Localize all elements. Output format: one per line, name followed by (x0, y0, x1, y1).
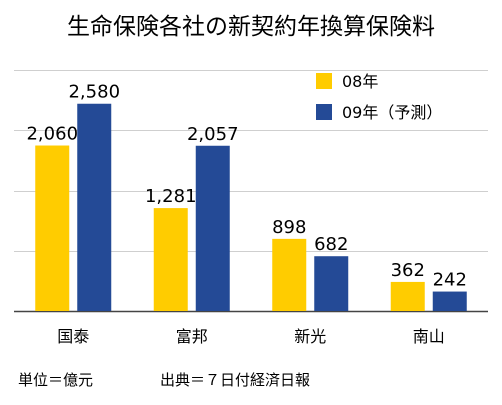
legend-label: 08年 (342, 72, 378, 91)
x-tick-label: 南山 (413, 327, 445, 346)
data-label: 2,060 (26, 124, 78, 145)
legend: 08年 09年（予測） (316, 72, 442, 122)
legend-label: 09年（予測） (342, 103, 442, 122)
data-label: 1,281 (145, 186, 197, 207)
legend-swatch (316, 73, 332, 89)
bar-南山-1 (432, 291, 467, 311)
legend-swatch (316, 104, 332, 120)
source-note: 出典＝７日付経済日報 (160, 371, 310, 389)
bar-富邦-1 (195, 145, 230, 311)
data-label: 2,057 (187, 124, 239, 145)
x-tick-labels: 国泰 富邦 新光 南山 (57, 327, 445, 346)
data-label: 2,580 (68, 82, 120, 103)
bar-新光-1 (314, 256, 349, 311)
data-label: 362 (391, 260, 425, 281)
bar-富邦-0 (153, 208, 188, 311)
x-tick-label: 国泰 (57, 327, 89, 346)
x-tick-label: 富邦 (176, 327, 208, 346)
data-label: 682 (314, 234, 348, 255)
data-label: 898 (272, 217, 306, 238)
data-label: 242 (433, 270, 467, 291)
bar-新光-0 (272, 238, 307, 311)
bar-国泰-1 (77, 103, 112, 312)
unit-note: 単位＝億元 (18, 371, 93, 389)
chart-title: 生命保険各社の新契約年換算保険料 (67, 14, 435, 40)
bars (35, 103, 467, 312)
x-tick-label: 新光 (294, 327, 326, 346)
bar-国泰-0 (35, 145, 70, 311)
bar-南山-0 (390, 281, 425, 311)
data-labels: 2,060 2,580 1,281 2,057 898 682 362 242 (26, 82, 466, 291)
